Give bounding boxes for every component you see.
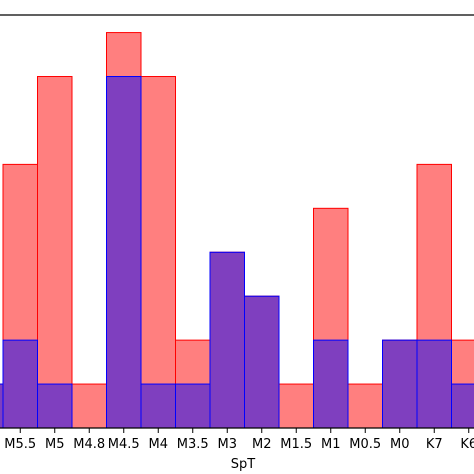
x-tick-label: M5.5	[4, 437, 36, 452]
x-tick-label: M4.8	[73, 437, 105, 452]
x-tick-label: M3	[218, 437, 238, 452]
bar-series-2-m3	[209, 251, 245, 429]
bar-series-1-m4	[140, 76, 176, 429]
x-tick-label: M5	[45, 437, 65, 452]
bar-series-2-m2	[244, 295, 280, 429]
x-tick-label: M4	[149, 437, 169, 452]
x-tick-label: K6	[460, 437, 474, 452]
bar-series-1-m0-5	[347, 383, 383, 429]
x-ticks-layer: M5.5 M5 M4.8 M4.5 M4 M3.5 M3 M2 M1.5 M1 M0.5 M0 K7 K6	[4, 428, 474, 452]
bar-series-2-k6	[451, 383, 474, 429]
bar-series-2-k7	[416, 339, 452, 429]
bar-series-1-m5	[37, 76, 73, 429]
bars-layer	[0, 32, 474, 429]
bar-series-2-m3-5	[175, 383, 211, 429]
bar-series-2-m4	[140, 383, 176, 429]
x-tick-label: M3.5	[177, 437, 209, 452]
x-tick-label: K7	[426, 437, 443, 452]
bar-series-2-m5	[37, 383, 73, 429]
x-tick-label: M0.5	[349, 437, 381, 452]
bar-series-2-m0	[382, 339, 418, 429]
x-tick-label: M2	[252, 437, 272, 452]
bar-series-1-m4-8	[71, 383, 107, 429]
x-tick-label: M0	[390, 437, 410, 452]
x-axis-label: SpT	[231, 457, 256, 472]
bar-series-2-m4-5	[106, 76, 142, 429]
x-tick-label: M1	[321, 437, 341, 452]
bar-series-2-m5-5	[2, 339, 38, 429]
x-tick-label: M4.5	[108, 437, 140, 452]
bar-series-1-m1-5	[278, 383, 314, 429]
bar-series-2-m1	[313, 339, 349, 429]
x-tick-label: M1.5	[280, 437, 312, 452]
